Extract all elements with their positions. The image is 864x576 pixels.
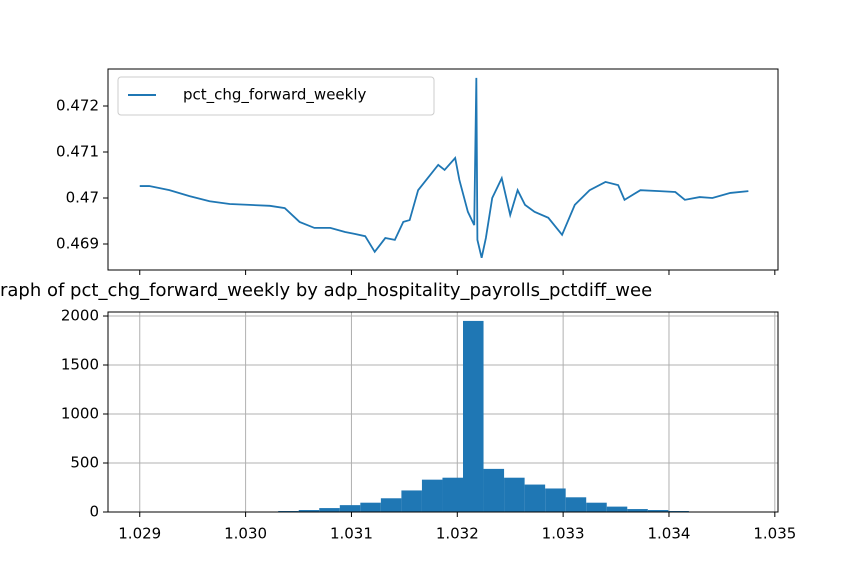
y-tick-label: 500 [70,454,99,472]
bar [463,320,484,512]
bar [380,498,402,512]
x-tick-label: 1.029 [118,525,161,543]
bar [360,502,381,512]
bar [319,508,340,512]
bar [524,484,546,512]
bar [647,510,669,512]
x-tick-label: 1.030 [224,525,267,543]
axes-frame [107,68,779,271]
bar [504,477,525,512]
bar [606,506,628,512]
bar [421,479,443,512]
bar [339,505,361,512]
axes-frame [107,311,779,513]
legend-label: pct_chg_forward_weekly [183,86,367,105]
y-tick-label: 0.471 [56,142,99,160]
bar [483,468,505,512]
legend-box [117,76,435,116]
x-tick-label: 1.034 [648,525,691,543]
bar [401,490,422,512]
bar [442,477,464,512]
x-tick-label: 1.033 [542,525,585,543]
y-tick-label: 1500 [61,356,99,374]
x-tick-label: 1.031 [330,525,373,543]
bar [565,497,587,512]
bar [586,502,607,512]
chart-title: raph of pct_chg_forward_weekly by adp_ho… [0,280,652,301]
y-tick-label: 0.47 [66,189,99,207]
x-tick-label: 1.035 [753,525,796,543]
y-tick-label: 0.472 [56,96,99,114]
bar [298,510,320,512]
y-tick-label: 2000 [61,307,99,325]
y-tick-label: 1000 [61,405,99,423]
bar [545,488,566,512]
x-tick-label: 1.032 [436,525,479,543]
line [139,77,749,259]
y-tick-label: 0 [89,503,99,521]
y-tick-label: 0.469 [56,235,99,253]
bar [627,509,648,512]
